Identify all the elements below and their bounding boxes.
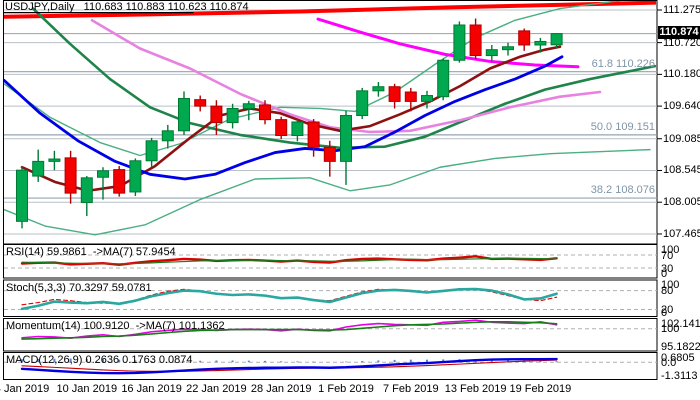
candle-body-up xyxy=(453,24,466,61)
price-axis-label: 110.180 xyxy=(663,68,700,81)
fib-level-label: 50.0 109.151 xyxy=(590,120,655,133)
macd-line xyxy=(20,357,558,375)
candle-body-up xyxy=(129,160,142,193)
price-axis-label: 111.275 xyxy=(663,4,700,16)
candle-body-up xyxy=(372,86,385,92)
stoch-axis-label: 20 xyxy=(661,304,674,316)
candle-body-up xyxy=(242,103,255,109)
macd-pane[interactable] xyxy=(3,352,658,380)
momentum-axis-label: 100 xyxy=(661,323,680,336)
x-axis-label: 16 Jan 2019 xyxy=(121,383,182,395)
stoch-k-line xyxy=(20,287,558,311)
rsi-axis-label: 0 xyxy=(661,268,668,280)
candle-body-down xyxy=(404,91,417,102)
lower-band-thin-green xyxy=(4,148,651,236)
current-price-tag: 110.874 xyxy=(658,26,700,39)
price-axis-label: 108.005 xyxy=(663,196,700,209)
candle-body-up xyxy=(356,90,369,117)
candle-body-up xyxy=(145,140,158,162)
candle-body-up xyxy=(534,40,547,46)
candle-body-down xyxy=(194,99,207,107)
resistance-line xyxy=(4,1,656,19)
price-axis-label: 109.085 xyxy=(663,132,700,145)
candle-body-up xyxy=(16,169,28,222)
rsi-pane[interactable] xyxy=(3,244,658,279)
x-axis-label: 22 Jan 2019 xyxy=(186,383,247,395)
candle-body-down xyxy=(518,30,531,46)
macd-axis-label: -1.3113 xyxy=(661,369,698,382)
momentum-axis-label: 102.1416 xyxy=(661,317,700,330)
candle-body-up xyxy=(161,130,174,142)
candle-body-down xyxy=(64,157,77,194)
momentum-pane-label: Momentum(14) 100.9120 ->MA(7) 101.1362 xyxy=(6,320,225,332)
momentum-axis-label: 95.1822 xyxy=(661,341,700,353)
fib-level-label: 38.2 108.076 xyxy=(590,184,655,197)
candle-body-up xyxy=(550,33,563,46)
blue-ma xyxy=(4,55,564,181)
stoch-axis-label: 100 xyxy=(661,279,680,291)
x-axis-label: 10 Jan 2019 xyxy=(56,383,118,395)
x-axis-label: 4 Jan 2019 xyxy=(0,383,50,395)
stoch-pane[interactable] xyxy=(3,279,658,317)
rsi-ma-line xyxy=(21,257,558,265)
candle-body-down xyxy=(113,169,126,194)
fib-level-label: 61.8 110.226 xyxy=(591,57,655,70)
rsi-axis-label: 100 xyxy=(661,243,680,256)
candle-body-down xyxy=(259,104,271,121)
candle-body-up xyxy=(502,46,514,51)
rsi-pane-label: RSI(14) 59.9861 ->MA(7) 57.9454 xyxy=(6,246,176,258)
candle-body-up xyxy=(178,97,190,132)
chart-title: USDJPY,Daily 110.683 110.883 110.623 110… xyxy=(5,1,249,13)
candle-body-up xyxy=(226,107,239,124)
candle-body-down xyxy=(210,105,223,124)
momentum-ma-line xyxy=(21,321,558,340)
candle-body-up xyxy=(421,95,433,102)
x-axis-label: 28 Jan 2019 xyxy=(250,383,312,395)
price-axis-label: 109.640 xyxy=(663,100,700,113)
candle-body-up xyxy=(437,59,450,98)
macd-axis-label: 0.0 xyxy=(661,356,677,369)
x-axis-label: 19 Feb 2019 xyxy=(509,383,572,395)
candle-body-down xyxy=(275,119,288,137)
candle-body-up xyxy=(32,160,45,177)
candle-body-up xyxy=(340,115,352,162)
rsi-axis-label: 30 xyxy=(661,262,674,275)
x-axis-label: 13 Feb 2019 xyxy=(444,383,507,395)
momentum-pane[interactable] xyxy=(3,318,658,352)
rsi-axis-label: 70 xyxy=(661,249,674,262)
x-axis-label: 7 Feb 2019 xyxy=(382,383,439,395)
candle-body-up xyxy=(48,158,61,162)
stoch-axis-label: 0 xyxy=(661,306,668,319)
candle-body-down xyxy=(388,86,401,102)
macd-pane-label: MACD(12,26,9) 0.2636 0.1763 0.0874 xyxy=(6,354,193,366)
upper-band-thin-green xyxy=(4,1,622,157)
magenta-line xyxy=(316,17,580,69)
candle-body-up xyxy=(97,170,109,178)
stoch-axis-label: 80 xyxy=(661,285,674,298)
candle-body-up xyxy=(291,121,304,137)
candle-body-down xyxy=(469,24,482,57)
stoch-pane-label: Stoch(5,3,3) 70.3297 59.0781 xyxy=(6,282,152,294)
macd-axis-label: 0.6805 xyxy=(661,351,695,364)
candle-body-up xyxy=(485,49,498,57)
price-axis-label: 107.465 xyxy=(663,227,700,240)
price-axis-label: 110.720 xyxy=(663,36,700,49)
x-axis-label: 1 Feb 2019 xyxy=(318,383,374,395)
candle-body-down xyxy=(307,121,320,148)
price-axis-label: 108.545 xyxy=(663,164,700,177)
candle-body-down xyxy=(323,146,336,162)
candle-body-up xyxy=(80,177,93,204)
